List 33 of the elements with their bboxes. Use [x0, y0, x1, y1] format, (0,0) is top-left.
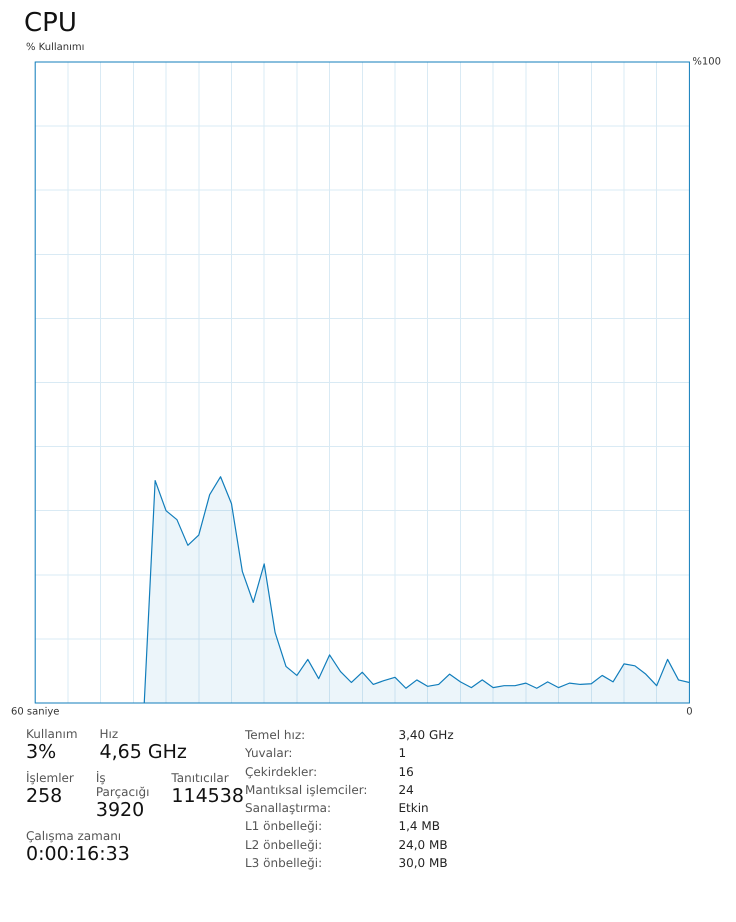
text: 114538: [171, 785, 244, 807]
text: 24: [397, 782, 415, 799]
text: 0:00:16:33: [26, 843, 130, 865]
text: 1: [397, 745, 408, 762]
text: 3920: [96, 799, 146, 821]
text: Temel hız:: [244, 727, 306, 744]
text: Kullanım: [26, 727, 78, 741]
text: 1,4 MB: [397, 818, 441, 836]
text: 258: [26, 785, 64, 807]
text: Sanallaştırma:: [244, 800, 332, 818]
text: L3 önbelleği:: [244, 854, 324, 872]
x-tick-label: 60 saniye: [10, 706, 60, 718]
text: Etkin: [397, 800, 430, 818]
text: İş Parçacığı: [96, 771, 150, 799]
text: İşlemler: [26, 771, 74, 785]
text: L1 önbelleği:: [244, 818, 324, 836]
y-axis-title: % Kullanımı: [26, 42, 86, 53]
text: Çalışma zamanı: [26, 829, 122, 843]
y-tick-label: %100: [692, 56, 722, 68]
text: 24,0 MB: [397, 836, 449, 854]
text: L2 önbelleği:: [244, 836, 324, 854]
text: Tanıtıcılar: [171, 771, 230, 785]
text: 16: [397, 764, 415, 781]
text: Mantıksal işlemciler:: [244, 782, 368, 799]
text: 3%: [26, 741, 58, 763]
text: Çekirdekler:: [244, 764, 318, 781]
text: 30,0 MB: [397, 854, 449, 872]
text: Yuvalar:: [244, 745, 294, 762]
chart-title: CPU: [24, 8, 78, 38]
text: 4,65 GHz: [100, 741, 187, 763]
text: Hız: [100, 727, 120, 741]
x-tick-label: 0: [686, 706, 693, 718]
text: 3,40 GHz: [397, 727, 455, 744]
